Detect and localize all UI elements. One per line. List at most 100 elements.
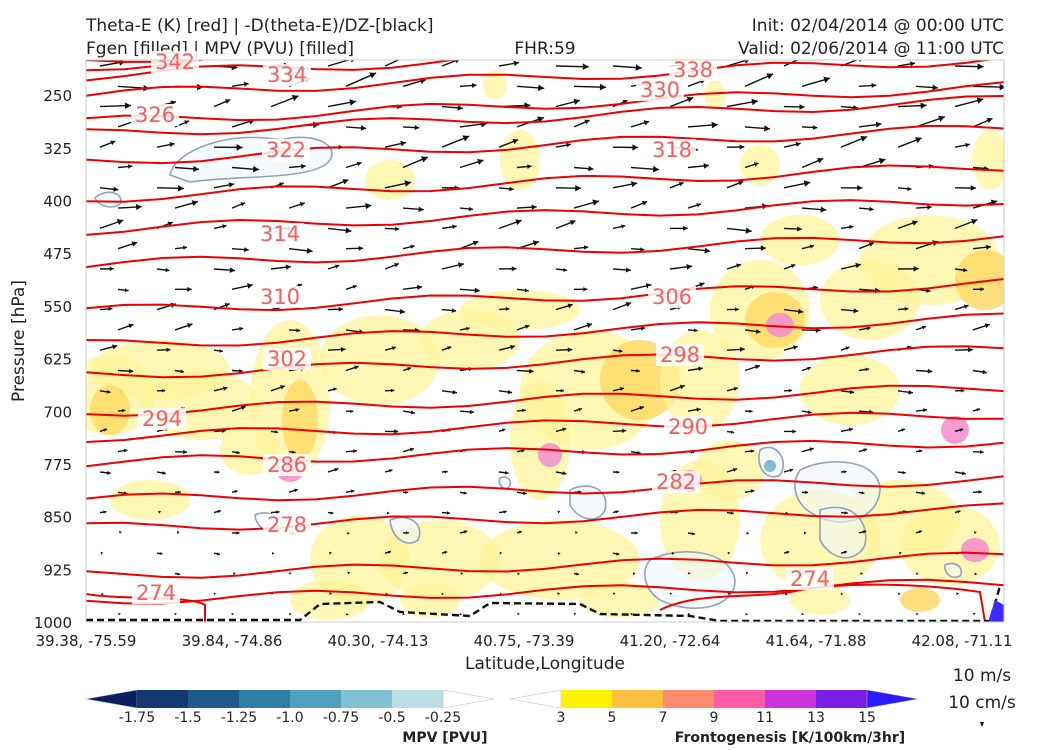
theta-e-label-bg [256,286,304,308]
wind-arrow-head [916,572,919,575]
wind-arrow-head [699,282,705,288]
wind-arrow-head [562,427,567,432]
wind-arrow-head [350,60,355,63]
wind-arrow-head [683,225,688,231]
wind-arrow-head [932,84,938,91]
theta-e-line [86,60,994,97]
wind-arrow-head [109,266,114,272]
wind-arrow-head [843,550,847,554]
wind-arrow-head [567,347,573,353]
wind-arrow-head [739,144,745,150]
wind-arrow-head [704,247,711,254]
wind-arrow-head [703,163,710,169]
fgen-max-patch [988,600,1004,622]
wind-arrow-head [222,386,228,391]
wind-arrow-head [904,307,909,311]
wind-arrow-head [358,245,364,251]
wind-arrow-head [447,346,452,350]
wind-arrow-head [352,284,357,289]
wind-arrow-head [678,181,684,187]
title-left-2: Fgen [filled] | MPV (PVU) [filled] [86,39,354,59]
theta-e-line [86,439,1004,468]
wind-arrow-head [244,247,249,253]
y-tick-label: 550 [43,298,72,316]
wind-arrow-head [973,531,977,535]
colorbar-cell [663,690,714,708]
wind-arrow-head [193,165,199,172]
wind-arrow-head [345,227,352,234]
wind-arrow-shaft [384,60,401,67]
wind-arrow-head [391,346,396,351]
theta-e-label-group: 318 [648,138,696,162]
theta-e-label-bg [652,471,700,493]
wind-arrow-head [110,140,116,146]
wind-arrow-head [840,592,844,596]
y-tick-label: 850 [43,509,72,527]
wind-arrow-head [727,551,731,555]
colorbar-tick: 13 [807,710,825,726]
wind-arrow-head [764,125,771,132]
wind-arrow-head [978,490,982,494]
wind-arrow-head [527,164,532,169]
wind-arrow-head [517,572,520,575]
wind-arrow-head [334,467,339,472]
wind-arrow-head [858,612,861,616]
wind-arrow-head [899,551,902,555]
fgen-blob [766,313,794,337]
wind-arrow-head [347,571,351,575]
wind-arrow-head [730,511,734,515]
colorbar-cell [765,690,816,708]
wind-arrow-head [165,267,170,273]
colorbar-tick: -0.75 [323,710,359,726]
wind-arrow-head [279,182,284,187]
wind-arrow-head [100,551,104,555]
wind-arrow-head [795,141,801,147]
wind-arrow-head [871,82,877,89]
wind-arrow-head [103,510,107,514]
wind-arrow-head [236,531,240,535]
wind-arrow-head [792,429,797,434]
wind-arrow-head [855,262,861,269]
wind-arrow-head [630,612,633,616]
wind-arrow-head [977,63,984,70]
fgen-blob [740,145,780,185]
wind-arrow-head [176,530,180,534]
wind-arrow-head [465,326,470,331]
wind-arrow-head [755,329,761,334]
wind-arrow-head [688,572,691,575]
theta-e-label-group: 282 [652,470,700,494]
wind-arrow-head [531,204,537,210]
wind-arrow-head [858,60,862,63]
wind-arrow-head [567,303,573,309]
mpv-contour [819,506,867,559]
wind-arrow-head [507,389,513,395]
wind-arrow-head [106,470,111,475]
wind-arrow-head [575,531,578,535]
wind-arrow-head [108,306,113,311]
wind-arrow-head [823,76,831,84]
colorbar-tick: -1.5 [174,710,201,726]
wind-arrow-head [976,97,984,104]
wind-arrow-head [182,245,188,250]
wind-arrow-head [420,156,428,163]
wind-arrow-head [504,470,509,475]
fgen-blob [961,538,989,562]
wind-arrow-head [444,470,448,474]
wind-arrow-head [790,264,796,268]
wind-arrow-head [797,226,802,232]
theta-e-label: 322 [266,138,306,162]
wind-arrow-head [868,242,874,247]
wind-arrow-head [294,488,298,493]
wind-arrow-head [124,288,129,293]
theta-e-label: 278 [267,513,307,537]
theta-e-label-bg [263,64,311,86]
wind-arrow-head [122,408,126,413]
wind-arrow-head [862,530,867,534]
colorbar-tick: 7 [659,710,668,726]
wind-arrow-head [213,592,217,596]
wind-arrow-head [222,224,227,229]
wind-arrow-head [986,117,993,124]
wind-arrow-head [127,164,133,169]
wind-arrow-head [340,346,346,353]
wind-arrow-head [733,386,738,391]
